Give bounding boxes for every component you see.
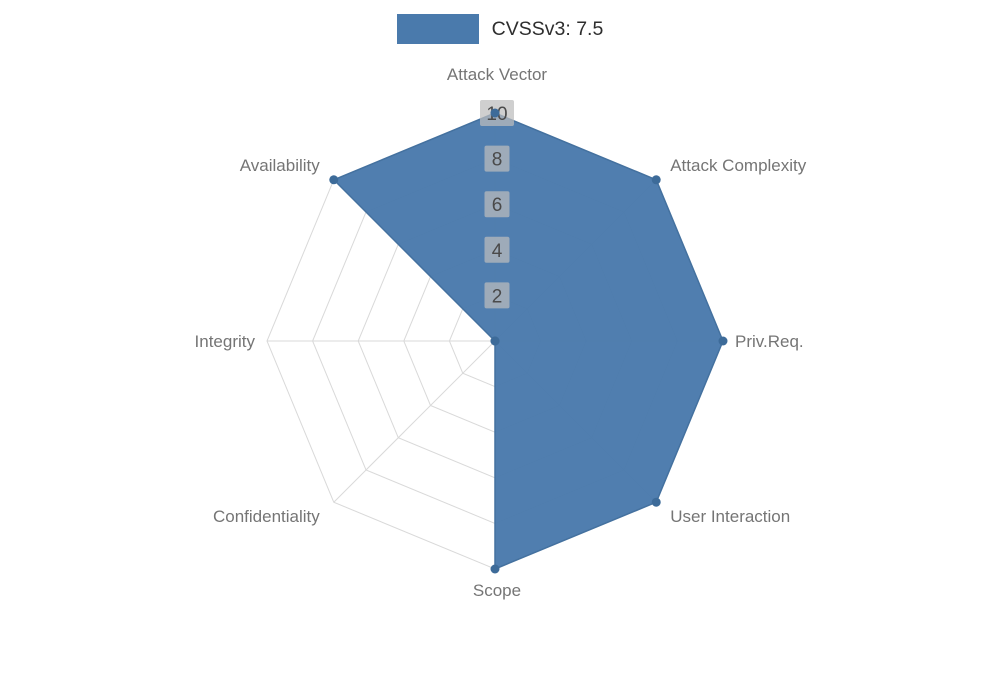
axis-label-scope: Scope [473,581,521,600]
legend-swatch [396,14,479,44]
radial-tick-label: 8 [492,150,503,171]
axis-spoke [333,340,496,503]
vertex-marker [651,175,661,185]
radial-tick-chip [484,236,510,263]
vertex-marker [329,175,339,185]
axis-label-attack-vector: Attack Vector [447,65,547,84]
axis-label-attack-complexity: Attack Complexity [670,156,807,175]
series-polygon [333,112,724,570]
vertex-marker [651,497,661,507]
vertex-marker [490,336,500,346]
radial-tick-label: 4 [492,241,503,262]
vertex-marker [490,564,500,574]
axis-label-user-interaction: User Interaction [670,507,790,526]
vertex-marker [490,108,500,118]
radial-tick-label: 6 [492,195,503,216]
legend[interactable]: CVSSv3: 7.5 [0,14,1000,44]
radial-tick-chip [484,282,510,309]
axis-label-priv-req-: Priv.Req. [735,332,804,351]
axis-label-integrity: Integrity [195,332,256,351]
radial-tick-chip [484,191,510,218]
axis-label-availability: Availability [240,156,321,175]
legend-label: CVSSv3: 7.5 [491,18,604,40]
radial-tick-label: 2 [492,286,503,307]
vertex-marker [718,336,728,346]
axis-label-confidentiality: Confidentiality [213,507,320,526]
radial-tick-chip [484,145,510,172]
